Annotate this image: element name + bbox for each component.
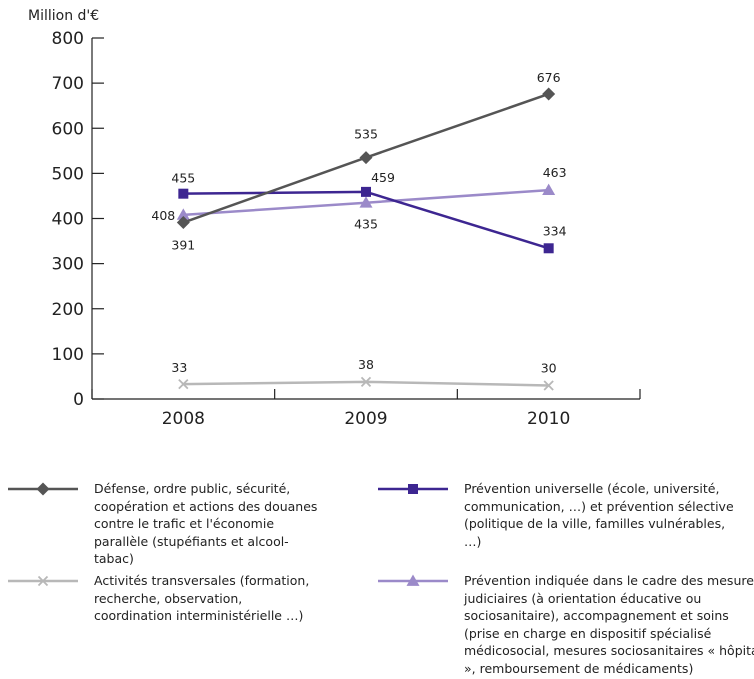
data-label-2-1: 38 [358,357,374,372]
legend-symbol-x [6,572,86,590]
y-tick-label: 400 [52,210,84,230]
legend-item-prevention-indiquee: Prévention indiquée dans le cadre des me… [376,572,754,677]
data-label-0-2: 676 [537,70,561,85]
chart-legend: Défense, ordre public, sécurité, coopéra… [0,470,754,679]
y-tick-label: 200 [52,300,84,320]
data-label-0-1: 535 [354,127,378,142]
x-tick-label: 2010 [527,409,570,429]
data-label-3-2: 463 [543,165,567,180]
y-tick-label: 700 [52,74,84,94]
legend-item-defense: Défense, ordre public, sécurité, coopéra… [6,480,319,568]
legend-marker [37,483,50,496]
data-label-1-1: 459 [371,170,395,185]
y-axis-label: Million d'€ [28,8,99,24]
data-label-3-1: 435 [354,217,378,232]
y-tick-label: 300 [52,255,84,275]
data-label-0-0: 391 [171,238,195,253]
data-point-1-0 [178,189,188,199]
legend-symbol-triangle [376,572,456,590]
y-tick-label: 0 [73,390,84,410]
y-tick-label: 600 [52,119,84,139]
data-label-2-2: 30 [541,360,557,375]
legend-item-activites-transversales: Activités transversales (formation, rech… [6,572,319,625]
legend-item-prevention-universelle: Prévention universelle (école, universit… [376,480,744,550]
data-point-0-1 [360,151,373,164]
data-point-1-2 [544,243,554,253]
y-tick-label: 100 [52,345,84,365]
legend-label-activites-transversales: Activités transversales (formation, rech… [94,572,319,625]
y-tick-label: 800 [52,29,84,49]
x-tick-label: 2008 [162,409,205,429]
data-label-1-0: 455 [171,171,195,186]
legend-symbol-square [376,480,456,498]
data-point-0-2 [542,87,555,100]
legend-marker [408,484,418,494]
data-label-2-0: 33 [171,360,187,375]
y-tick-label: 500 [52,164,84,184]
data-label-1-2: 334 [543,223,567,238]
x-tick-label: 2009 [344,409,387,429]
legend-label-defense: Défense, ordre public, sécurité, coopéra… [94,480,319,568]
legend-label-prevention-universelle: Prévention universelle (école, universit… [464,480,744,550]
line-chart: Million d'€ 0 100 200 300 400 500 600 700 800 200… [0,0,754,470]
data-point-1-1 [361,187,371,197]
legend-label-prevention-indiquee: Prévention indiquée dans le cadre des me… [464,572,754,677]
data-label-3-0: 408 [151,208,175,223]
legend-symbol-diamond [6,480,86,498]
